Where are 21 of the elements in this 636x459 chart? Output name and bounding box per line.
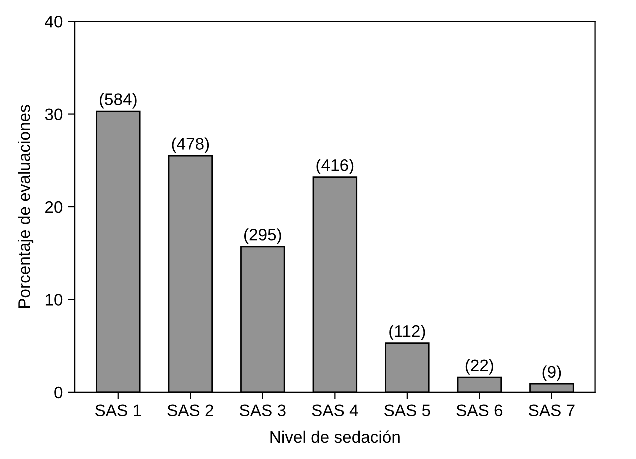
y-axis-title: Porcentaje de evaluaciones bbox=[18, 105, 34, 308]
annotation: (478) bbox=[172, 138, 210, 154]
x-tick-label: SAS 3 bbox=[240, 404, 286, 416]
x-tick-label: SAS 7 bbox=[529, 404, 575, 416]
annotation: (112) bbox=[390, 324, 426, 341]
annotation: (9) bbox=[542, 366, 562, 382]
annotation: (295) bbox=[244, 228, 282, 244]
y-tick-label: 20 bbox=[46, 201, 63, 214]
x-tick-label: SAS 1 bbox=[96, 404, 142, 416]
annotation: (416) bbox=[316, 159, 354, 175]
y-tick-label: 10 bbox=[46, 294, 63, 306]
y-tick-label: 30 bbox=[45, 108, 63, 120]
annotation: (584) bbox=[100, 93, 137, 109]
x-axis-title: Nivel de sedación bbox=[270, 430, 400, 444]
y-tick-label: 40 bbox=[45, 16, 63, 28]
x-tick-label: SAS 5 bbox=[384, 404, 430, 416]
x-tick-label: SAS 2 bbox=[168, 404, 214, 416]
y-tick-label: 0 bbox=[54, 386, 63, 399]
x-tick-label: SAS 6 bbox=[456, 404, 503, 416]
x-tick-label: SAS 4 bbox=[312, 404, 358, 416]
annotation: (22) bbox=[466, 359, 494, 375]
